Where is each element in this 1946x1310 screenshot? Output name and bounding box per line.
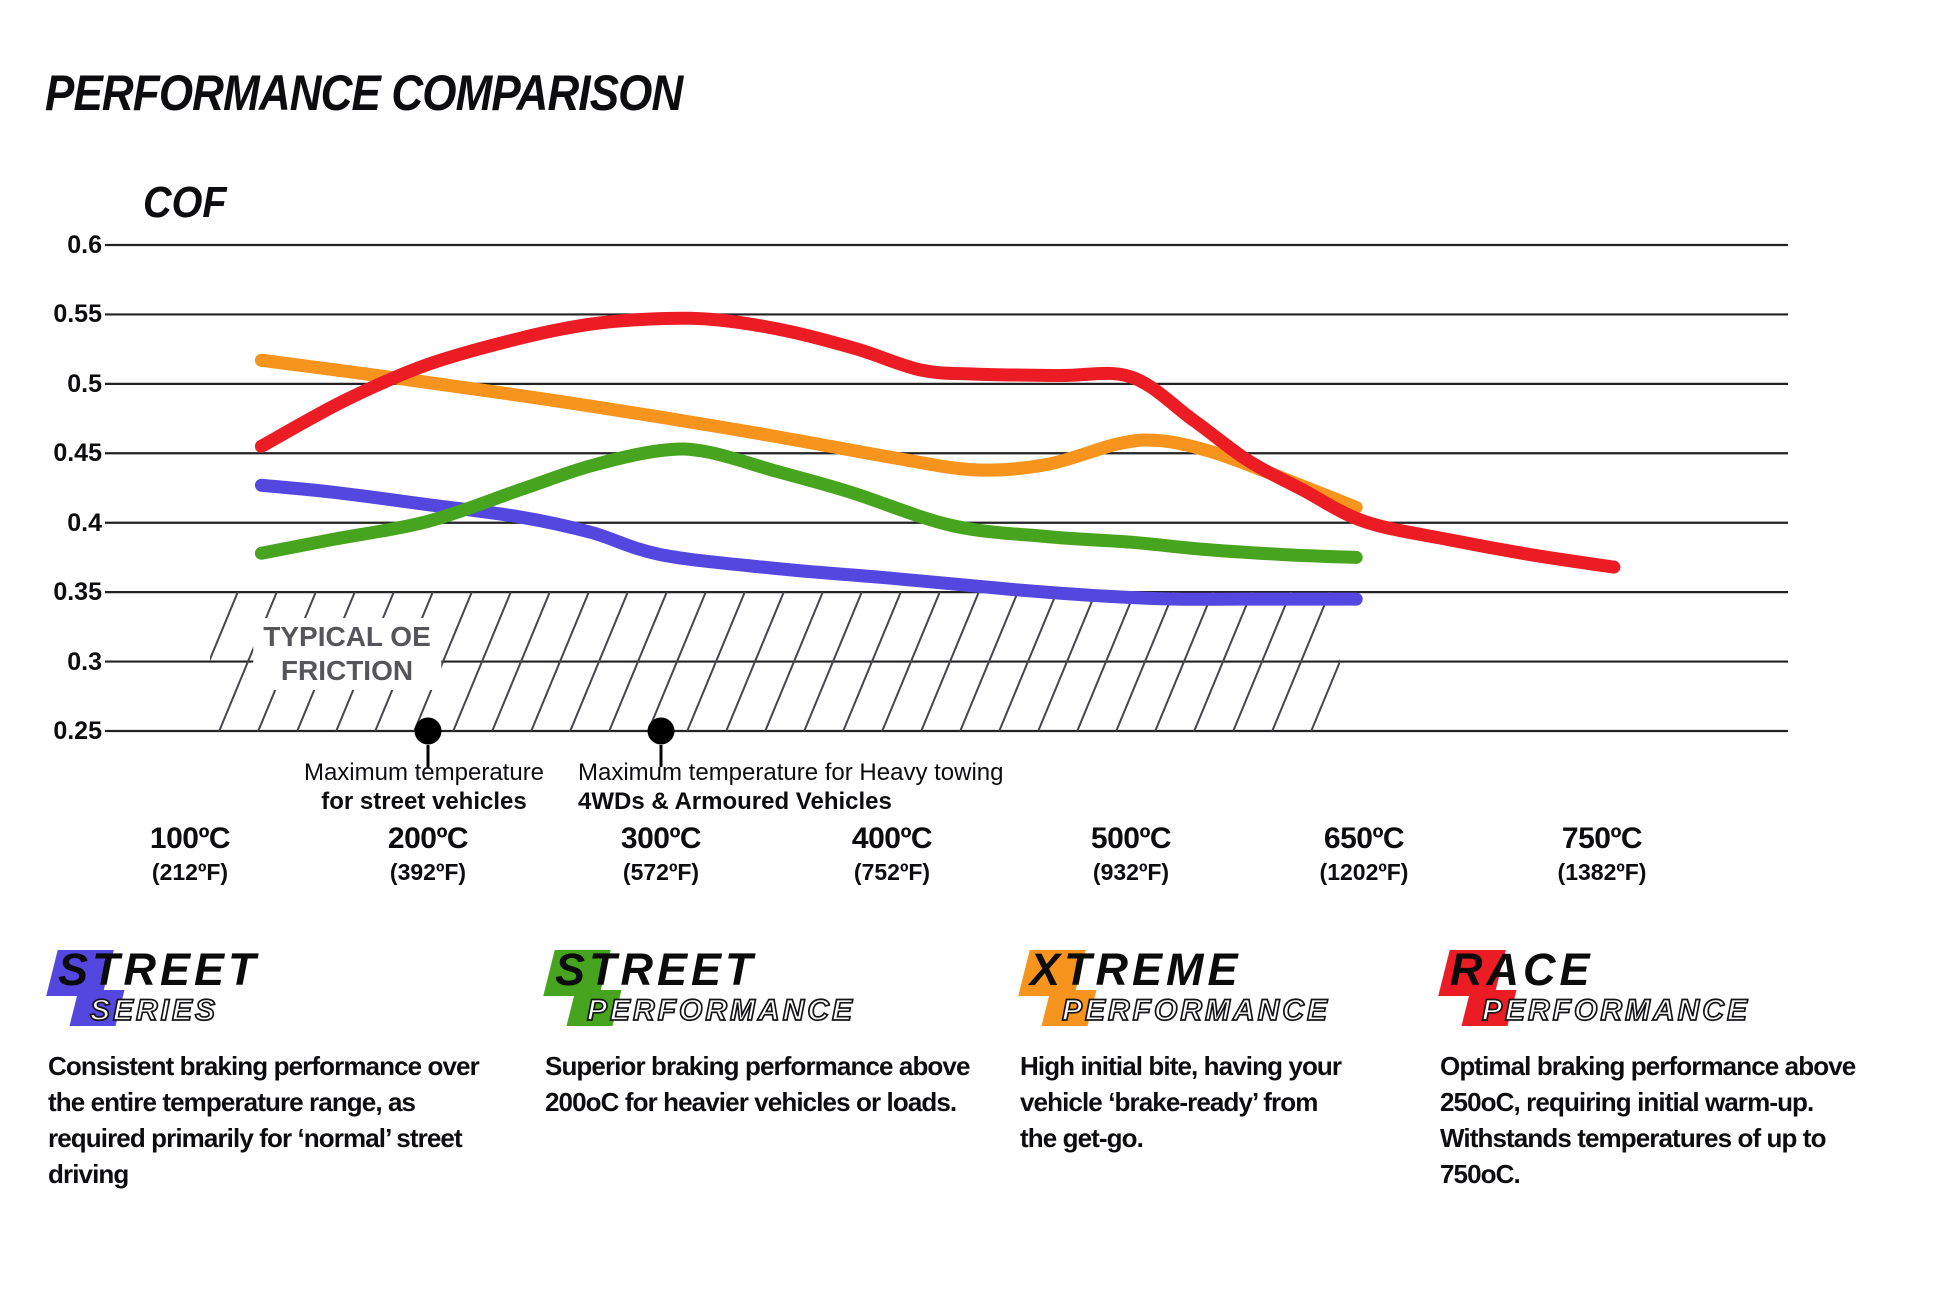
hatch-line — [1193, 592, 1253, 732]
hatch-line — [210, 592, 239, 662]
y-tick-label: 0.45 — [53, 439, 102, 468]
hatch-line — [686, 592, 746, 732]
x-tick-celsius: 750ºC — [1561, 822, 1643, 855]
legend-title: STREET — [555, 944, 757, 995]
description-street-series: Consistent braking performance over the … — [48, 1051, 480, 1189]
hatch-line — [647, 592, 707, 732]
page-title: PERFORMANCE COMPARISON — [45, 65, 683, 121]
y-tick-label: 0.4 — [67, 508, 102, 537]
x-tick-fahrenheit: (752ºF) — [853, 859, 931, 885]
y-tick-label: 0.55 — [53, 300, 102, 329]
hatch-line — [920, 592, 980, 732]
oe-friction-zone-label: TYPICAL OE FRICTION — [253, 618, 441, 690]
hatch-line — [803, 592, 863, 732]
hatch-line — [452, 592, 512, 732]
hatch-line — [725, 592, 785, 732]
hatch-line — [218, 592, 278, 732]
y-tick-label: 0.6 — [67, 231, 102, 259]
x-tick-celsius: 650ºC — [1323, 822, 1405, 855]
annotation-line1: Maximum temperature — [303, 759, 545, 786]
x-tick-celsius: 200ºC — [387, 822, 469, 855]
hatch-line — [764, 592, 824, 732]
description-xtreme-performance: High initial bite, having your vehicle ‘… — [1020, 1051, 1342, 1153]
hatch-line — [842, 592, 902, 732]
series-line-xtreme-performance — [254, 353, 1363, 514]
y-tick-label: 0.35 — [53, 578, 102, 607]
x-tick-fahrenheit: (1202ºF) — [1319, 859, 1409, 885]
hatch-line — [1271, 592, 1331, 732]
description-street-performance: Superior braking performance above 200oC… — [545, 1051, 970, 1117]
x-tick-label: 200ºC (392ºF) — [387, 822, 469, 886]
hatch-line — [1076, 592, 1136, 732]
annotation-line1: Maximum temperature for Heavy towing — [578, 759, 1004, 786]
x-tick-fahrenheit: (392ºF) — [389, 859, 467, 885]
x-tick-fahrenheit: (212ºF) — [151, 859, 229, 885]
hatch-line — [491, 592, 551, 732]
legend-title: STREET — [58, 944, 260, 995]
x-tick-fahrenheit: (1382ºF) — [1557, 859, 1647, 885]
hatch-line — [1154, 592, 1214, 732]
x-tick-celsius: 100ºC — [149, 822, 231, 855]
x-tick-celsius: 500ºC — [1090, 822, 1172, 855]
hatch-line — [1310, 658, 1340, 732]
hatch-line — [1232, 592, 1292, 732]
x-tick-label: 300ºC (572ºF) — [620, 822, 702, 886]
hatch-line — [1037, 592, 1097, 732]
legend-subtitle: PERFORMANCE — [1061, 993, 1331, 1028]
x-tick-label: 750ºC (1382ºF) — [1558, 822, 1647, 886]
y-axis-title: COF — [143, 178, 227, 227]
legend-subtitle: SERIES — [89, 993, 219, 1028]
marker-dot — [647, 717, 675, 745]
x-tick-fahrenheit: (572ºF) — [622, 859, 700, 885]
x-tick-fahrenheit: (932ºF) — [1092, 859, 1170, 885]
legend-subtitle: PERFORMANCE — [586, 993, 856, 1028]
y-tick-label: 0.5 — [67, 369, 102, 398]
legend-title: RACE — [1450, 944, 1594, 995]
x-tick-label: 100ºC (212ºF) — [149, 822, 231, 886]
hatch-line — [608, 592, 668, 732]
description-race-performance: Optimal braking performance above 250oC,… — [1440, 1051, 1856, 1189]
hatch-line — [998, 592, 1058, 732]
hatch-line — [881, 592, 941, 732]
x-tick-label: 400ºC (752ºF) — [851, 822, 933, 886]
series-line-street-series — [254, 478, 1363, 606]
hatch-line — [569, 592, 629, 732]
annotation-line2: for street vehicles — [321, 788, 527, 815]
series-line-street-performance — [254, 442, 1363, 564]
oe-zone-label-line1: TYPICAL OE — [263, 621, 431, 652]
oe-zone-label-line2: FRICTION — [280, 655, 414, 686]
hatch-line — [1115, 592, 1175, 732]
oe-friction-hatch-zone — [210, 592, 1340, 732]
hatch-line — [530, 592, 590, 732]
y-tick-label: 0.25 — [53, 717, 102, 745]
legend-subtitle: PERFORMANCE — [1481, 993, 1751, 1028]
series-line-race-performance — [254, 311, 1621, 574]
annotation-heavy-towing-max-temp: Maximum temperature for Heavy towing 4WD… — [578, 758, 1003, 816]
annotation-street-max-temp: Maximum temperature for street vehicles — [304, 758, 544, 816]
x-tick-label: 500ºC (932ºF) — [1090, 822, 1172, 886]
annotation-line2: 4WDs & Armoured Vehicles — [578, 788, 892, 815]
hatch-line — [959, 592, 1019, 732]
x-tick-label: 650ºC (1202ºF) — [1320, 822, 1409, 886]
hatch-line — [413, 592, 473, 732]
x-tick-celsius: 400ºC — [851, 822, 933, 855]
y-tick-label: 0.3 — [67, 647, 102, 676]
x-tick-celsius: 300ºC — [620, 822, 702, 855]
marker-dot — [414, 717, 442, 745]
legend-title: XTREME — [1030, 944, 1242, 995]
